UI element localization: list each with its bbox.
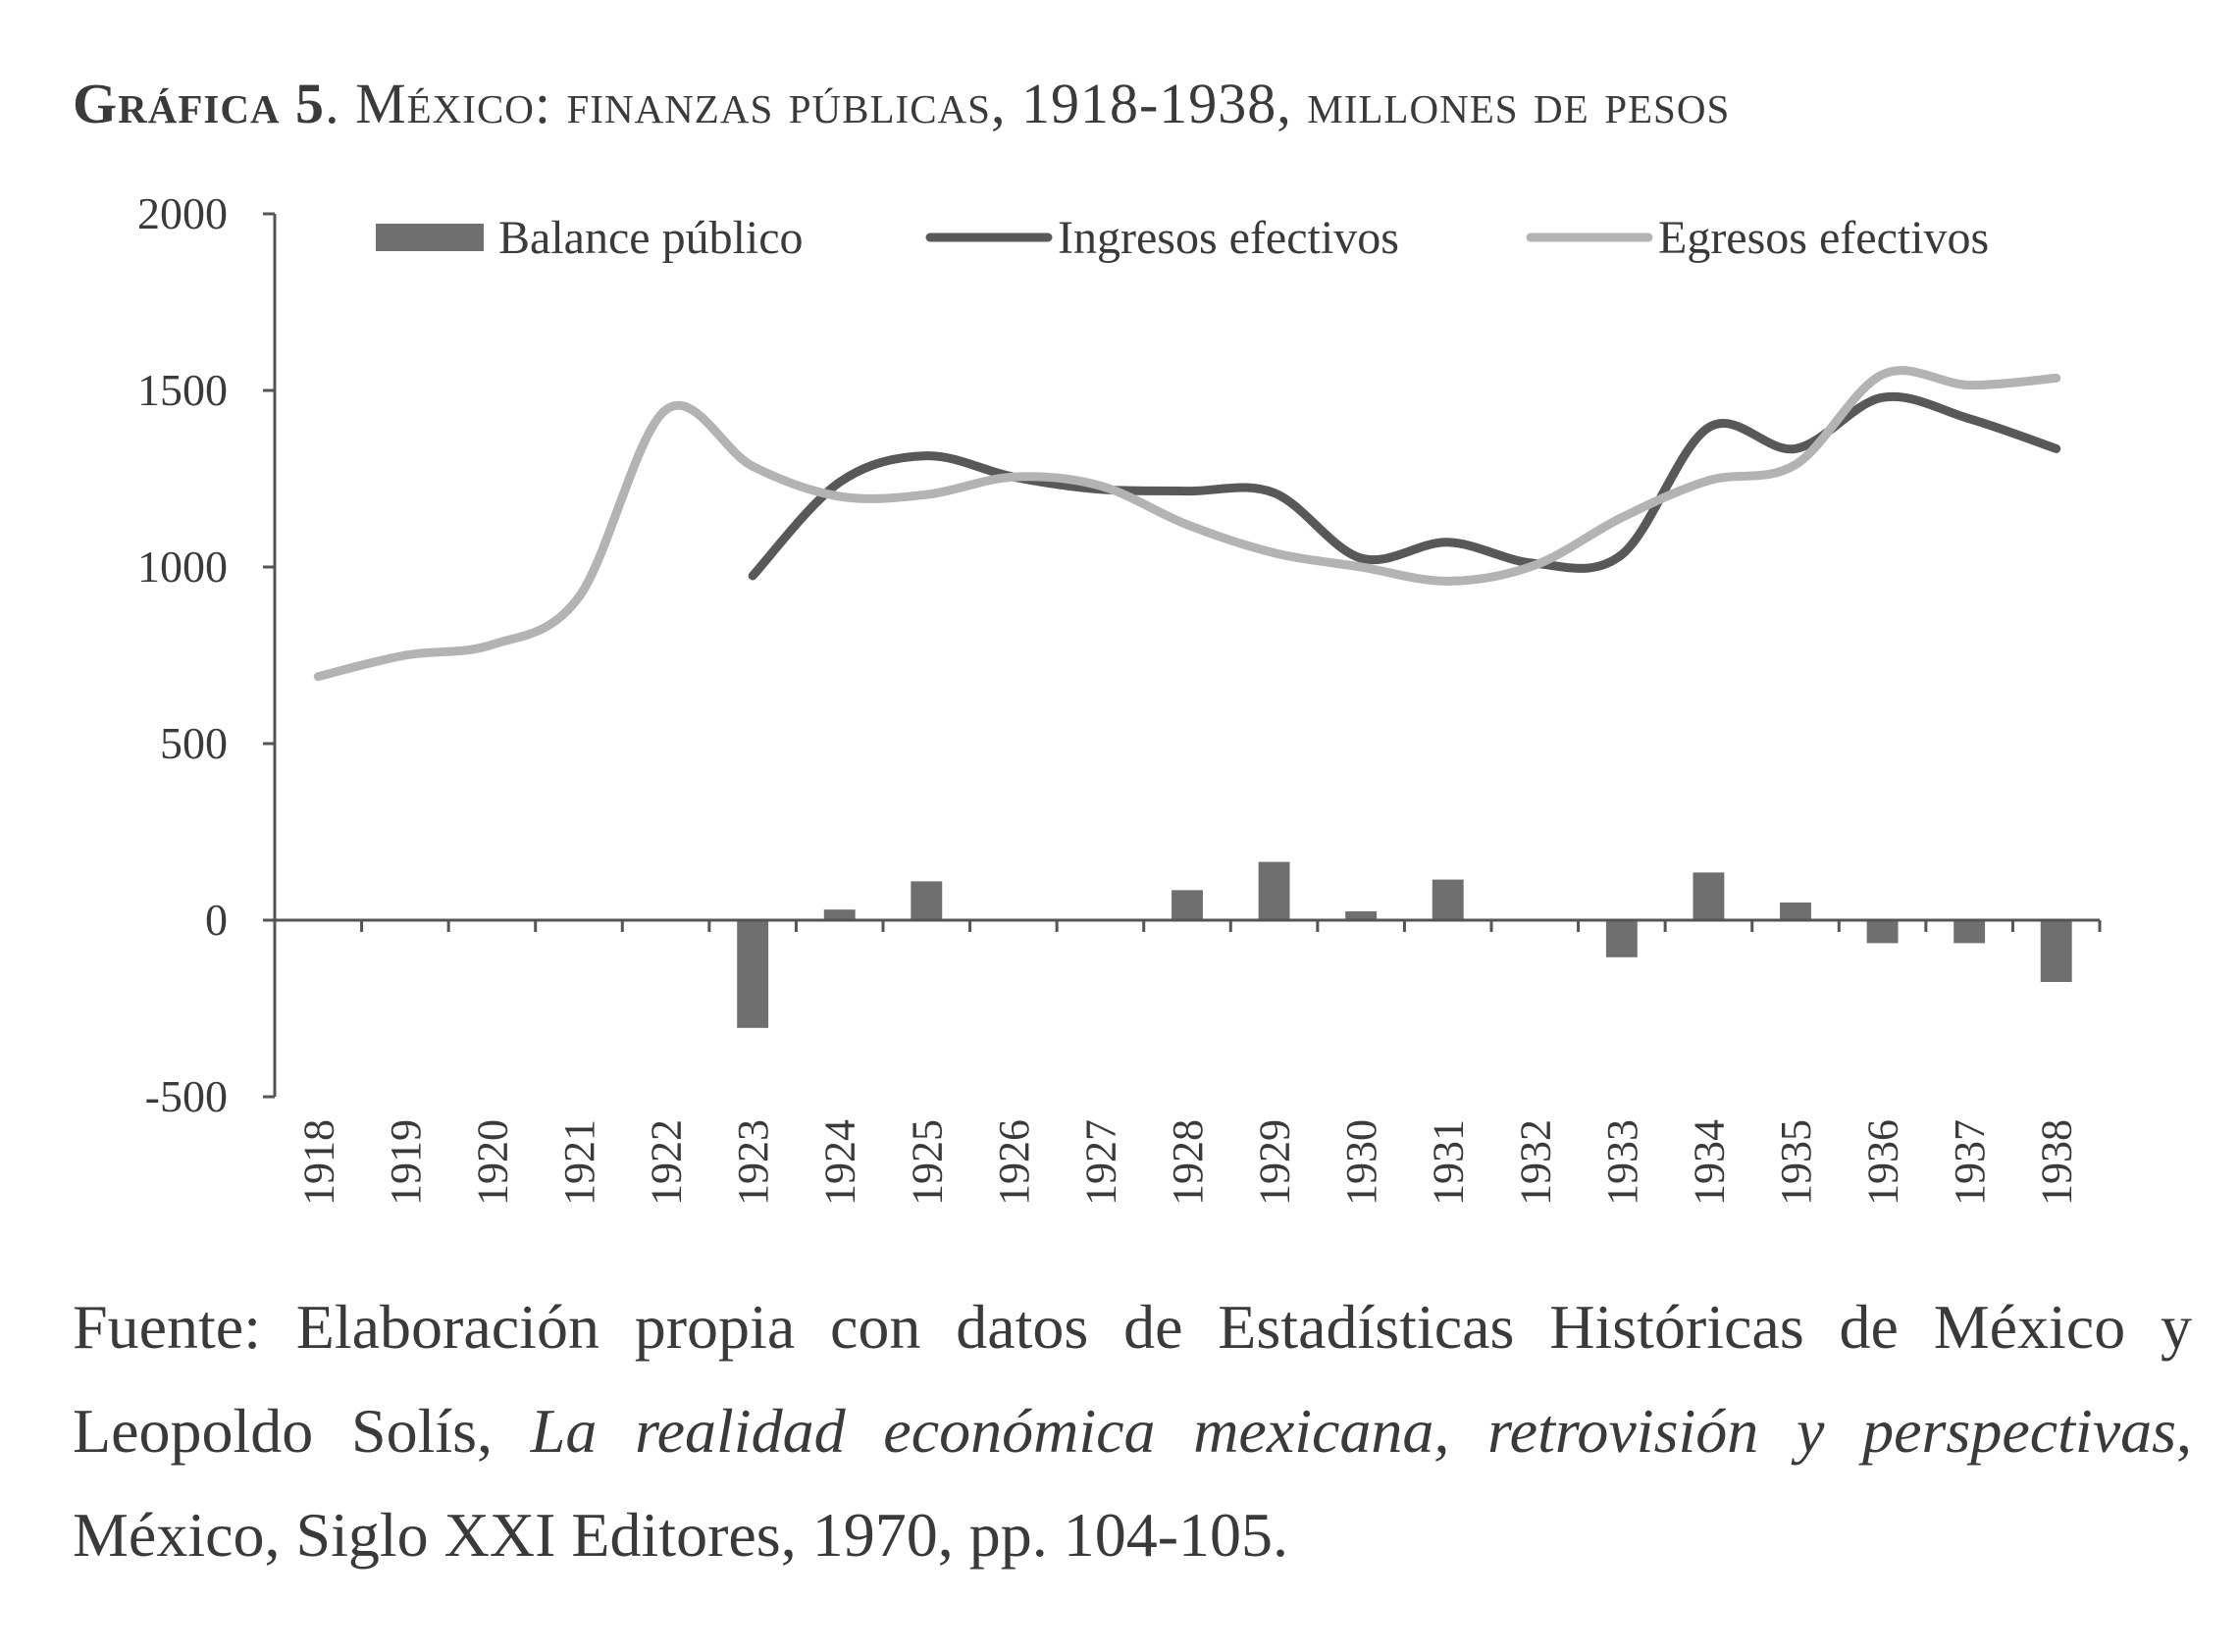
y-tick-label: 1000 xyxy=(137,542,228,592)
x-tick-label: 1935 xyxy=(1772,1119,1820,1206)
x-tick-label: 1925 xyxy=(903,1119,951,1206)
balance-bar xyxy=(823,909,856,920)
balance-bar xyxy=(737,920,769,1028)
x-tick-label: 1928 xyxy=(1164,1119,1212,1206)
x-tick-label: 1931 xyxy=(1425,1119,1473,1206)
y-tick-label: -500 xyxy=(145,1071,228,1121)
y-tick-label: 2000 xyxy=(137,188,228,238)
x-tick-label: 1924 xyxy=(816,1119,864,1206)
balance-bar xyxy=(911,881,943,920)
y-tick-label: 1500 xyxy=(137,365,228,415)
x-tick-label: 1920 xyxy=(468,1119,516,1206)
legend-label: Ingresos efectivos xyxy=(1058,212,1399,264)
x-tick-label: 1936 xyxy=(1859,1119,1907,1206)
x-tick-label: 1937 xyxy=(1946,1119,1994,1206)
source-book-title: La realidad económica mexicana, retrovis… xyxy=(530,1396,2176,1466)
x-tick-label: 1930 xyxy=(1337,1119,1385,1206)
legend-label: Balance público xyxy=(498,212,804,264)
finance-chart: Balance público Ingresos efectivos Egresos… xyxy=(137,188,2102,1206)
balance-bar xyxy=(1432,879,1464,920)
x-tick-label: 1933 xyxy=(1598,1119,1646,1206)
x-tick-label: 1934 xyxy=(1685,1119,1733,1206)
source-note: Fuente: Elaboración propia con datos de … xyxy=(73,1275,2192,1587)
balance-bar xyxy=(2040,920,2072,982)
x-tick-label: 1918 xyxy=(294,1119,342,1206)
line-series xyxy=(313,366,2061,682)
figure-title-text: . México: finanzas públicas, 1918-1938, … xyxy=(325,72,1731,135)
balance-bar xyxy=(1172,890,1203,920)
chart-axes xyxy=(273,214,2100,1097)
bar-series xyxy=(737,861,2072,1028)
y-axis-ticks: 2000 1500 1000 500 0 -500 xyxy=(137,188,275,1121)
legend-swatch-bar xyxy=(376,224,484,251)
egresos-line xyxy=(313,366,2061,682)
figure-label: Gráfica 5 xyxy=(73,72,326,135)
x-tick-label: 1932 xyxy=(1511,1119,1559,1206)
balance-bar xyxy=(1605,920,1638,957)
x-tick-label: 1923 xyxy=(729,1119,777,1206)
x-tick-label: 1938 xyxy=(2033,1119,2081,1206)
balance-bar xyxy=(1953,920,1986,944)
x-tick-label: 1922 xyxy=(643,1119,691,1206)
source-publisher: , México, Siglo XXI Editores, 1970, pp. … xyxy=(73,1396,2192,1570)
balance-bar xyxy=(1693,872,1725,920)
x-tick-label: 1927 xyxy=(1076,1119,1124,1206)
balance-bar xyxy=(1258,861,1290,920)
balance-bar xyxy=(1866,920,1899,944)
y-tick-label: 500 xyxy=(160,718,228,768)
x-tick-label: 1921 xyxy=(555,1119,603,1206)
source-text: Fuente: Elaboración propia con datos de … xyxy=(73,1292,2192,1466)
x-tick-label: 1926 xyxy=(990,1119,1038,1206)
balance-bar xyxy=(1780,903,1811,920)
legend-label: Egresos efectivos xyxy=(1658,212,1989,264)
x-tick-label: 1929 xyxy=(1251,1119,1299,1206)
balance-bar xyxy=(1345,911,1378,920)
x-tick-label: 1919 xyxy=(382,1119,430,1206)
y-tick-label: 0 xyxy=(205,895,228,945)
figure-title: Gráfica 5. México: finanzas públicas, 19… xyxy=(73,71,2192,136)
x-axis-ticks: 1918 1919 1920 1921 1922 1923 1924 1925 1926 1927… xyxy=(273,920,2102,1206)
chart-legend: Balance público Ingresos efectivos Egresos… xyxy=(376,212,1989,264)
